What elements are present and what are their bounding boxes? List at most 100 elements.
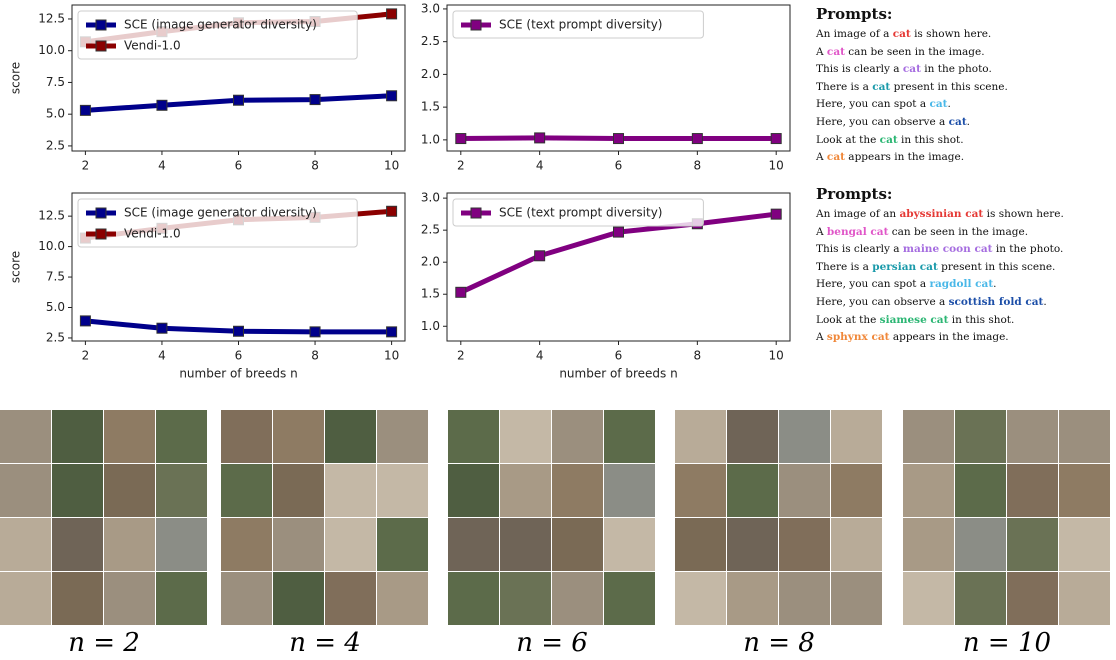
image-tile (955, 410, 1006, 463)
x-tick-label: 8 (694, 349, 702, 363)
legend-label: SCE (text prompt diversity) (499, 18, 662, 32)
x-tick-label: 4 (536, 159, 544, 173)
prompt-keyword: cat (827, 46, 845, 58)
image-caption: n = 8 (743, 628, 815, 658)
y-tick-label: 2.0 (421, 255, 440, 269)
prompt-text: A (816, 226, 827, 238)
prompt-text: . (1043, 296, 1046, 308)
x-tick-label: 8 (311, 349, 319, 363)
x-tick-label: 2 (82, 349, 90, 363)
image-tile (675, 518, 726, 571)
point (387, 91, 397, 101)
point (387, 327, 397, 337)
prompt-text: Here, you can spot a (816, 278, 929, 290)
x-tick-label: 8 (311, 159, 319, 173)
y-tick-label: 2.5 (421, 34, 440, 48)
legend-label: SCE (image generator diversity) (124, 206, 317, 220)
prompt-line: A bengal cat can be seen in the image. (816, 224, 1112, 242)
point (456, 287, 466, 297)
x-tick-label: 2 (457, 159, 465, 173)
image-tile (104, 572, 155, 625)
x-tick-label: 6 (615, 349, 623, 363)
image-tile (500, 464, 551, 517)
prompt-text: . (993, 278, 996, 290)
point (771, 209, 781, 219)
image-tile (0, 572, 51, 625)
image-tile (1007, 518, 1058, 571)
image-tile (903, 572, 954, 625)
y-tick-label: 3.0 (421, 1, 440, 15)
prompt-keyword: cat (903, 63, 921, 75)
prompt-keyword: siamese cat (880, 314, 949, 326)
prompt-keyword: cat (929, 98, 947, 110)
prompt-text: A (816, 46, 827, 58)
y-axis-label: score (9, 62, 23, 94)
image-tile (0, 410, 51, 463)
prompt-text: present in this scene. (890, 81, 1008, 93)
image-tile (104, 518, 155, 571)
image-tile (0, 464, 51, 517)
x-tick-label: 8 (694, 159, 702, 173)
point (387, 9, 397, 19)
y-tick-label: 12.5 (38, 209, 65, 223)
image-tile (104, 410, 155, 463)
image-tile (604, 518, 655, 571)
x-tick-label: 4 (536, 349, 544, 363)
legend-marker (96, 41, 106, 51)
x-tick-label: 6 (615, 159, 623, 173)
prompt-line: A cat can be seen in the image. (816, 44, 1112, 62)
prompt-line: Here, you can spot a ragdoll cat. (816, 276, 1112, 294)
prompt-keyword: cat (872, 81, 890, 93)
y-tick-label: 10.0 (38, 43, 65, 57)
prompt-keyword: bengal cat (827, 226, 889, 238)
image-tile (831, 410, 882, 463)
image-tile (831, 572, 882, 625)
prompt-text: A (816, 151, 827, 163)
image-tile (727, 518, 778, 571)
x-tick-label: 2 (82, 159, 90, 173)
point (692, 134, 702, 144)
prompt-text: Look at the (816, 314, 880, 326)
image-tile (831, 518, 882, 571)
image-tile (604, 572, 655, 625)
prompt-line: An image of a cat is shown here. (816, 26, 1112, 44)
image-tile (675, 464, 726, 517)
image-tile (500, 518, 551, 571)
image-tile (727, 464, 778, 517)
prompt-text: . (948, 98, 951, 110)
image-caption: n = 6 (516, 628, 588, 658)
prompt-text: An image of an (816, 208, 899, 220)
image-tile (552, 518, 603, 571)
prompt-text: Here, you can observe a (816, 116, 949, 128)
prompt-keyword: persian cat (872, 261, 938, 273)
prompt-text: Look at the (816, 134, 880, 146)
point (310, 327, 320, 337)
image-caption: n = 10 (963, 628, 1051, 658)
prompt-text: in this shot. (948, 314, 1014, 326)
point (387, 206, 397, 216)
prompts-title: Prompts: (816, 184, 1112, 204)
prompts-block: Prompts:An image of an abyssinian cat is… (816, 184, 1112, 347)
prompt-line: Look at the siamese cat in this shot. (816, 312, 1112, 330)
image-tile (903, 518, 954, 571)
image-tile (273, 410, 324, 463)
image-tile (448, 518, 499, 571)
legend-label: Vendi-1.0 (124, 39, 181, 53)
prompt-line: Here, you can observe a scottish fold ca… (816, 294, 1112, 312)
prompt-text: in this shot. (898, 134, 964, 146)
image-tile (1059, 464, 1110, 517)
image-caption: n = 2 (68, 628, 140, 658)
image-tile (221, 518, 272, 571)
legend-label: Vendi-1.0 (124, 227, 181, 241)
prompt-text: Here, you can observe a (816, 296, 949, 308)
image-tile (1059, 572, 1110, 625)
image-tile (903, 464, 954, 517)
figure: 2.55.07.510.012.5246810scoreSCE (image g… (0, 0, 1116, 660)
prompt-keyword: cat (893, 28, 911, 40)
prompt-keyword: cat (949, 116, 967, 128)
image-tile (325, 464, 376, 517)
legend-marker (471, 208, 481, 218)
y-tick-label: 7.5 (46, 75, 65, 89)
image-tile (779, 518, 830, 571)
prompt-line: There is a cat present in this scene. (816, 79, 1112, 97)
